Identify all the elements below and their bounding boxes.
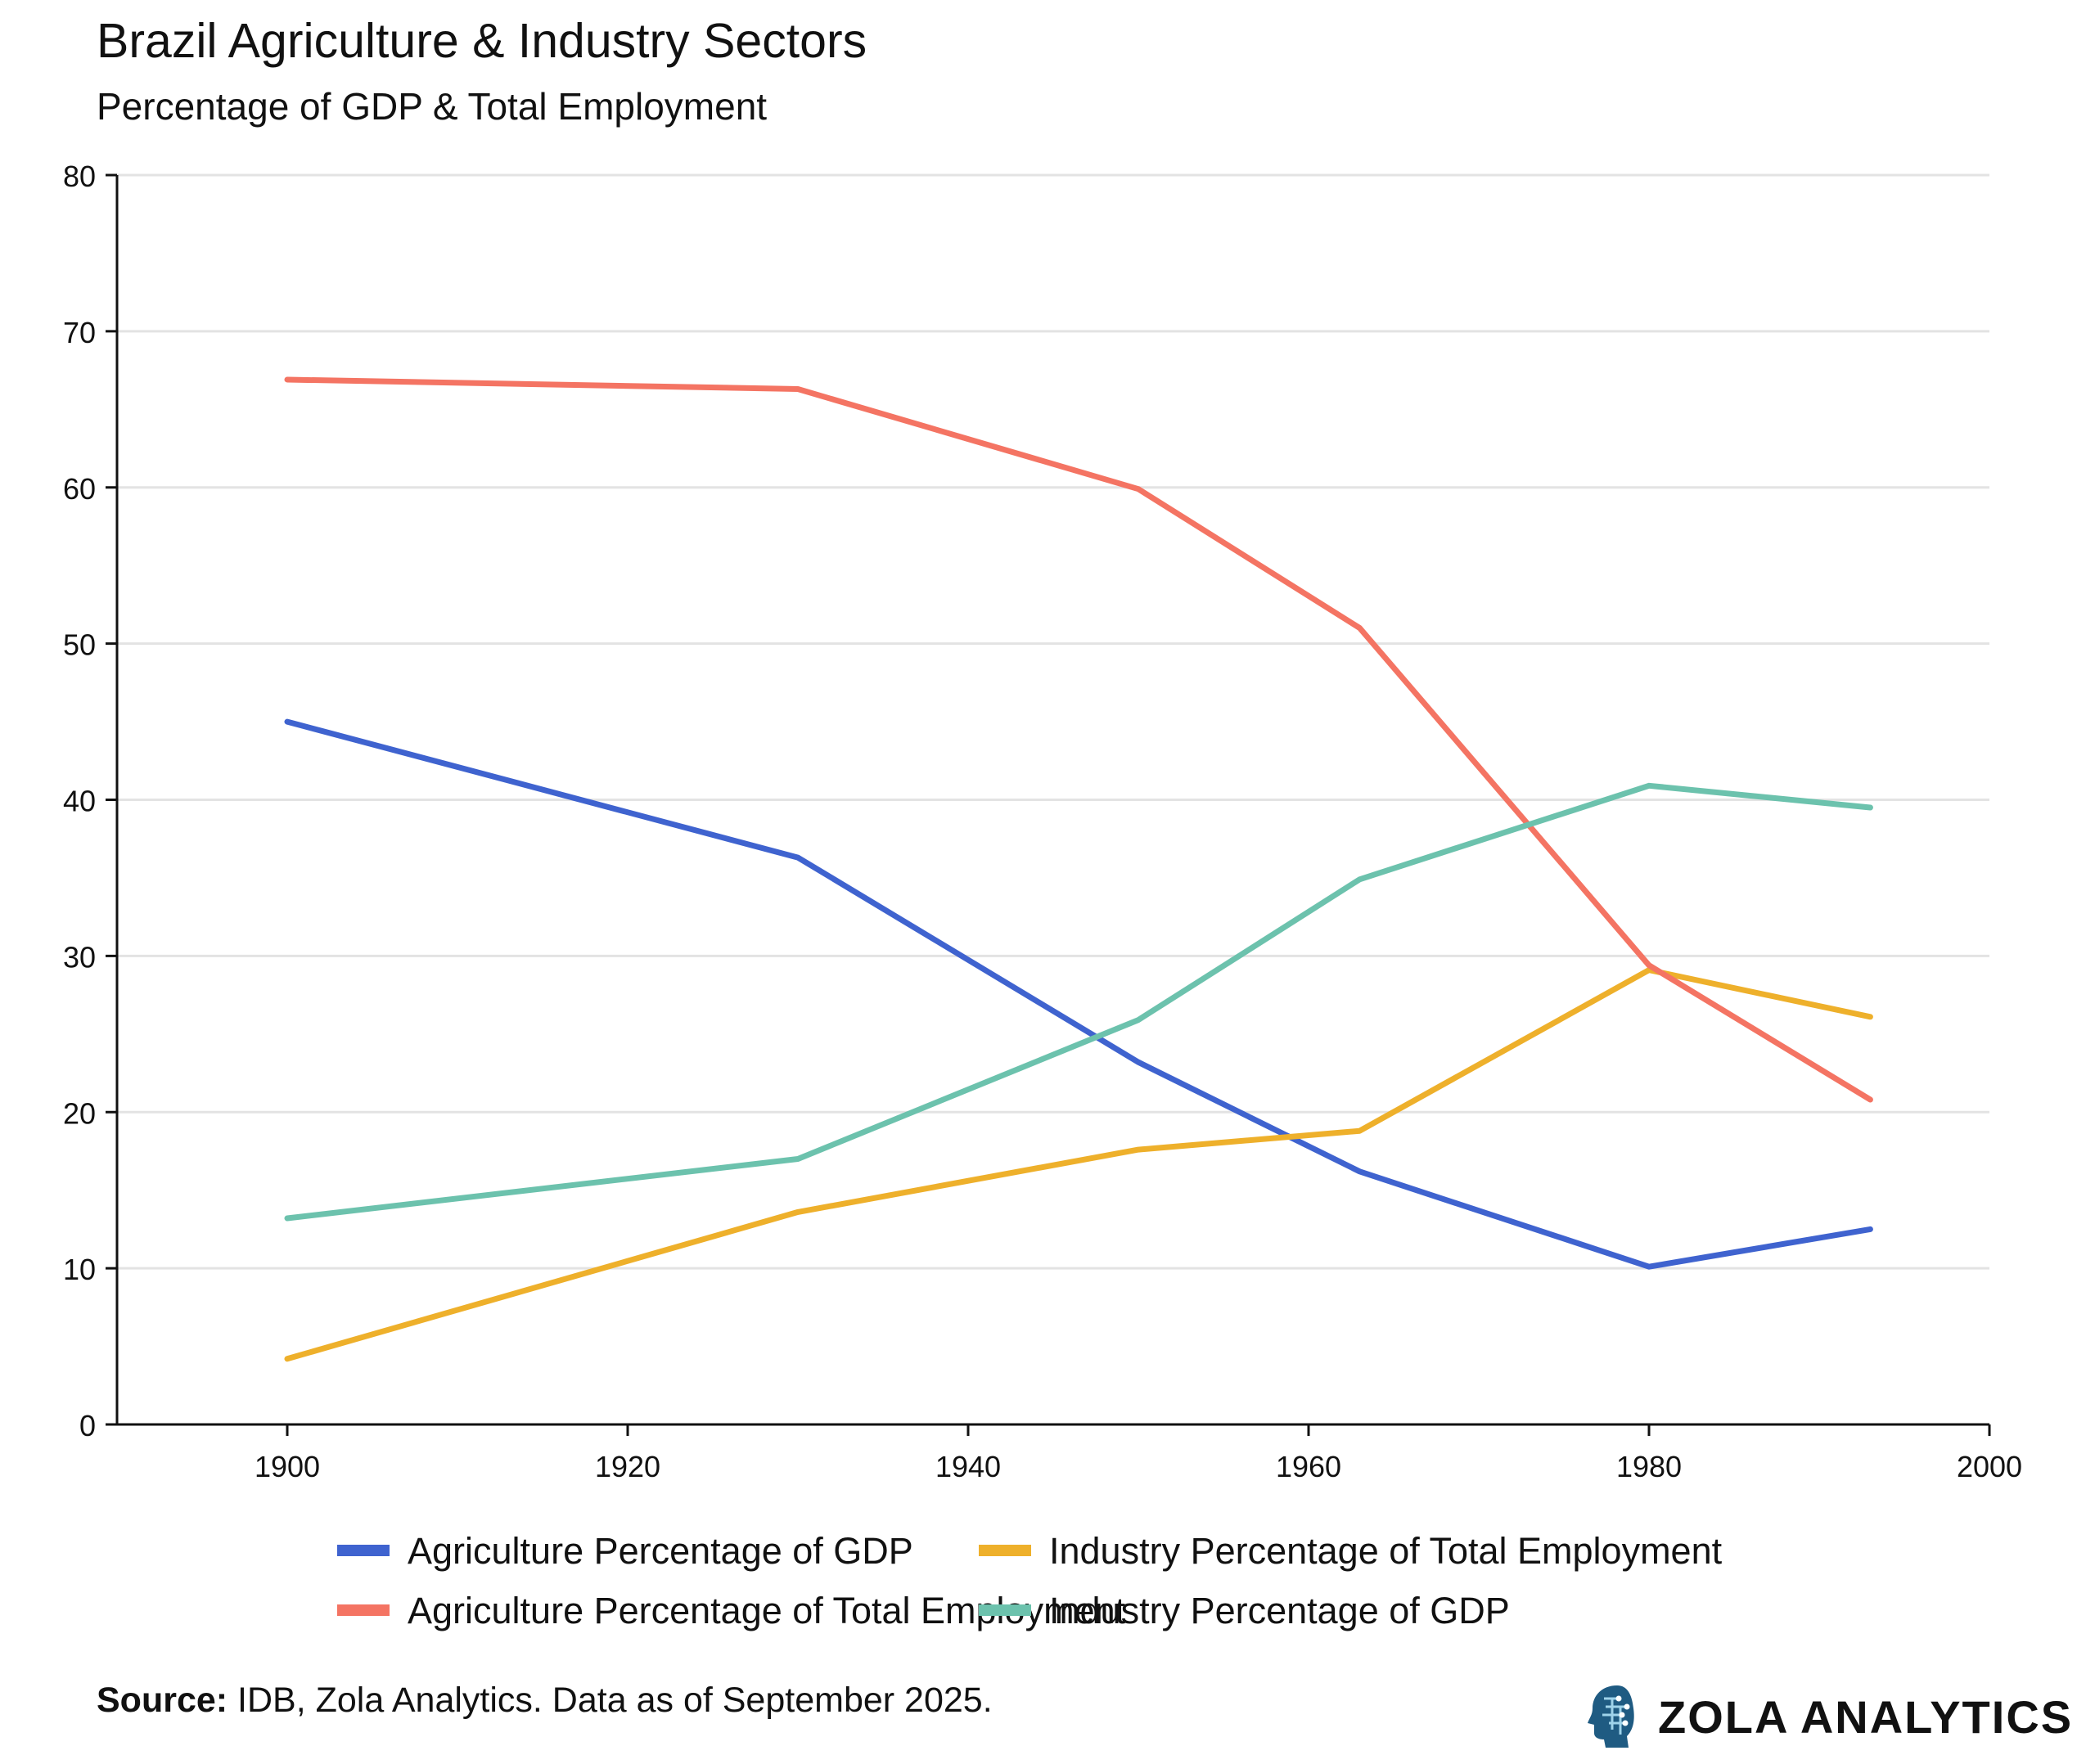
x-tick-label-1960: 1960 — [1276, 1450, 1341, 1483]
x-tick-label-1940: 1940 — [935, 1450, 1001, 1483]
legend: Agriculture Percentage of GDP Industry Pe… — [337, 1530, 1723, 1631]
y-tick-label-60: 60 — [63, 472, 96, 506]
head-circuit-icon — [1588, 1685, 1634, 1748]
brand-name: ZOLA ANALYTICS — [1658, 1690, 2074, 1743]
y-tick-label-70: 70 — [63, 316, 96, 349]
y-tick-label-0: 0 — [79, 1409, 96, 1442]
legend-label-1: Agriculture Percentage of GDP — [408, 1530, 913, 1572]
line-chart: 0 10 20 30 40 50 60 70 80 1900 1920 1940 1960 1980 200… — [63, 160, 2022, 1631]
y-tick-label-20: 20 — [63, 1096, 96, 1130]
series-lines — [284, 376, 1873, 1362]
series-line-1 — [284, 718, 1873, 1270]
y-tick-label-30: 30 — [63, 940, 96, 974]
x-tick-label-1920: 1920 — [595, 1450, 660, 1483]
y-tick-label-10: 10 — [63, 1253, 96, 1286]
series-line-4 — [284, 782, 1873, 1222]
source-label: Source: — [97, 1681, 228, 1720]
legend-label-2: Industry Percentage of Total Employment — [1049, 1530, 1723, 1572]
y-tick-label-40: 40 — [63, 785, 96, 818]
chart-subtitle: Percentage of GDP & Total Employment — [97, 85, 768, 128]
legend-label-4: Industry Percentage of GDP — [1049, 1590, 1510, 1631]
series-line-3 — [284, 376, 1873, 1103]
x-tick-label-1900: 1900 — [255, 1450, 320, 1483]
chart-title: Brazil Agriculture & Industry Sectors — [97, 14, 867, 68]
axes: 0 10 20 30 40 50 60 70 80 1900 1920 1940 1960 1980 200… — [63, 160, 2022, 1483]
x-tick-label-1980: 1980 — [1616, 1450, 1682, 1483]
series-line-2 — [284, 967, 1873, 1362]
source-note: Source: IDB, Zola Analytics. Data as of … — [97, 1676, 993, 1725]
gridlines — [117, 173, 1989, 1270]
x-tick-label-2000: 2000 — [1957, 1450, 2022, 1483]
source-text: IDB, Zola Analytics. Data as of Septembe… — [228, 1681, 993, 1720]
y-tick-label-80: 80 — [63, 160, 96, 193]
brand-logo: ZOLA ANALYTICS — [1586, 1682, 2073, 1751]
y-tick-label-50: 50 — [63, 628, 96, 662]
